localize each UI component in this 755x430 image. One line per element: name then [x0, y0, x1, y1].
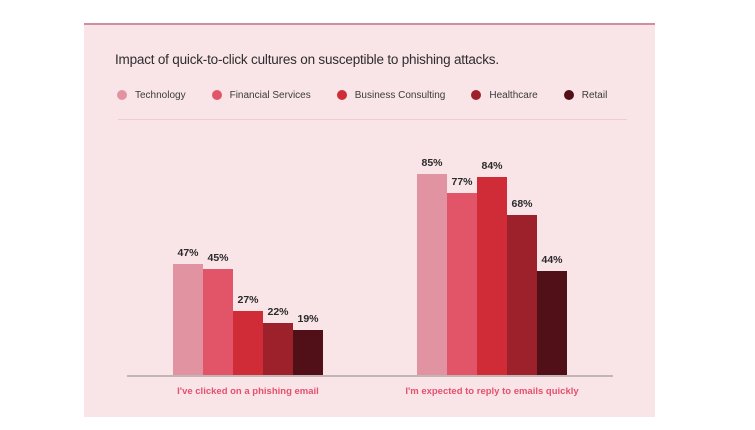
- bar-value-label: 19%: [297, 313, 319, 325]
- legend-dot-icon: [211, 90, 222, 100]
- bar-value-label: 68%: [511, 198, 533, 210]
- bar-value-label: 22%: [267, 306, 289, 318]
- bar-retail: 44%: [537, 254, 567, 375]
- category-label-2: I'm expected to reply to emails quickly: [405, 386, 579, 397]
- legend-item-label: Retail: [581, 89, 608, 101]
- plot-area: 47% 45% 27% 22% 19% I've clicked on a phishin…: [84, 25, 655, 419]
- bar-value-label: 45%: [207, 252, 229, 264]
- legend: Technology Financial Services Business Con…: [117, 88, 607, 102]
- bar-technology: 47%: [173, 247, 203, 375]
- bar-business-consulting: 84%: [477, 160, 507, 375]
- x-axis-line: [127, 375, 613, 377]
- bar-value-label: 85%: [421, 157, 443, 169]
- legend-item-label: Healthcare: [489, 89, 538, 101]
- bar-financial-services: 77%: [447, 176, 477, 375]
- bar-value-label: 77%: [451, 176, 473, 188]
- bar-technology: 85%: [417, 157, 447, 375]
- bar-value-label: 44%: [541, 254, 563, 266]
- bar-value-label: 47%: [177, 247, 199, 259]
- bar-value-label: 27%: [237, 294, 259, 306]
- legend-item-technology: Technology: [117, 90, 186, 101]
- legend-item-label: Financial Services: [229, 89, 311, 101]
- category-label-1: I've clicked on a phishing email: [177, 386, 319, 397]
- legend-item-retail: Retail: [563, 89, 608, 101]
- legend-dot-icon: [336, 90, 347, 100]
- legend-item-healthcare: Healthcare: [471, 89, 538, 101]
- bar-business-consulting: 27%: [233, 294, 263, 375]
- chart-card: Impact of quick-to-click cultures on sus…: [84, 23, 655, 417]
- bar-value-label: 84%: [481, 160, 503, 172]
- legend-dot-icon: [563, 90, 574, 100]
- legend-divider: [118, 119, 627, 120]
- bar-financial-services: 45%: [203, 252, 233, 375]
- legend-item-label: Business Consulting: [354, 89, 446, 101]
- legend-item-financial-services: Financial Services: [211, 89, 311, 101]
- bar-retail: 19%: [293, 313, 323, 375]
- legend-dot-icon: [471, 90, 482, 100]
- bar-healthcare: 22%: [263, 306, 293, 375]
- legend-item-label: Technology: [135, 89, 186, 101]
- bar-healthcare: 68%: [507, 198, 537, 375]
- legend-item-business-consulting: Business Consulting: [336, 89, 446, 101]
- legend-dot-icon: [117, 90, 127, 100]
- bar-group-1: 47% 45% 27% 22% 19%: [173, 135, 323, 375]
- chart-title: Impact of quick-to-click cultures on sus…: [115, 52, 499, 67]
- bar-group-2: 85% 77% 84% 68% 44%: [417, 135, 567, 375]
